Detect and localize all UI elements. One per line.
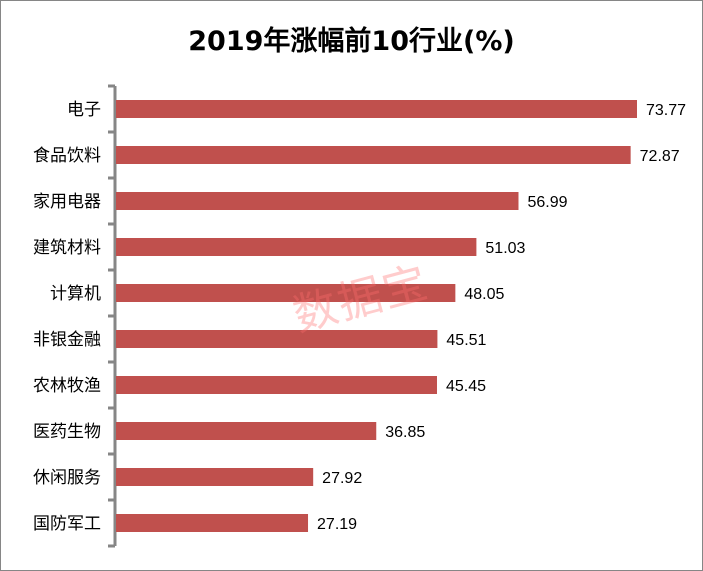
chart-title: 2019年涨幅前10行业(%) bbox=[188, 26, 515, 57]
category-label: 医药生物 bbox=[33, 422, 101, 442]
value-label: 27.92 bbox=[322, 470, 362, 487]
category-label: 农林牧渔 bbox=[33, 376, 101, 396]
category-label: 国防军工 bbox=[33, 514, 101, 534]
category-label: 电子 bbox=[67, 100, 101, 120]
category-label: 非银金融 bbox=[33, 330, 101, 350]
bar bbox=[116, 422, 377, 440]
bar bbox=[116, 192, 519, 210]
value-label: 36.85 bbox=[385, 424, 425, 441]
bar bbox=[116, 238, 477, 256]
category-label: 家用电器 bbox=[33, 192, 101, 212]
category-label: 计算机 bbox=[50, 284, 101, 304]
value-label: 73.77 bbox=[646, 102, 686, 119]
value-label: 45.45 bbox=[446, 378, 486, 395]
category-label: 食品饮料 bbox=[33, 146, 101, 166]
bar bbox=[116, 514, 309, 532]
value-label: 51.03 bbox=[485, 240, 525, 257]
value-label: 72.87 bbox=[640, 148, 680, 165]
value-label: 48.05 bbox=[464, 286, 504, 303]
bar bbox=[116, 100, 637, 118]
value-label: 27.19 bbox=[317, 516, 357, 533]
bar bbox=[116, 376, 437, 394]
category-label: 建筑材料 bbox=[33, 238, 101, 258]
value-label: 45.51 bbox=[446, 332, 486, 349]
value-label: 56.99 bbox=[527, 194, 567, 211]
bar bbox=[116, 330, 438, 348]
bar bbox=[116, 468, 314, 486]
category-label: 休闲服务 bbox=[33, 468, 101, 488]
bar bbox=[116, 284, 456, 302]
bar bbox=[116, 146, 631, 164]
